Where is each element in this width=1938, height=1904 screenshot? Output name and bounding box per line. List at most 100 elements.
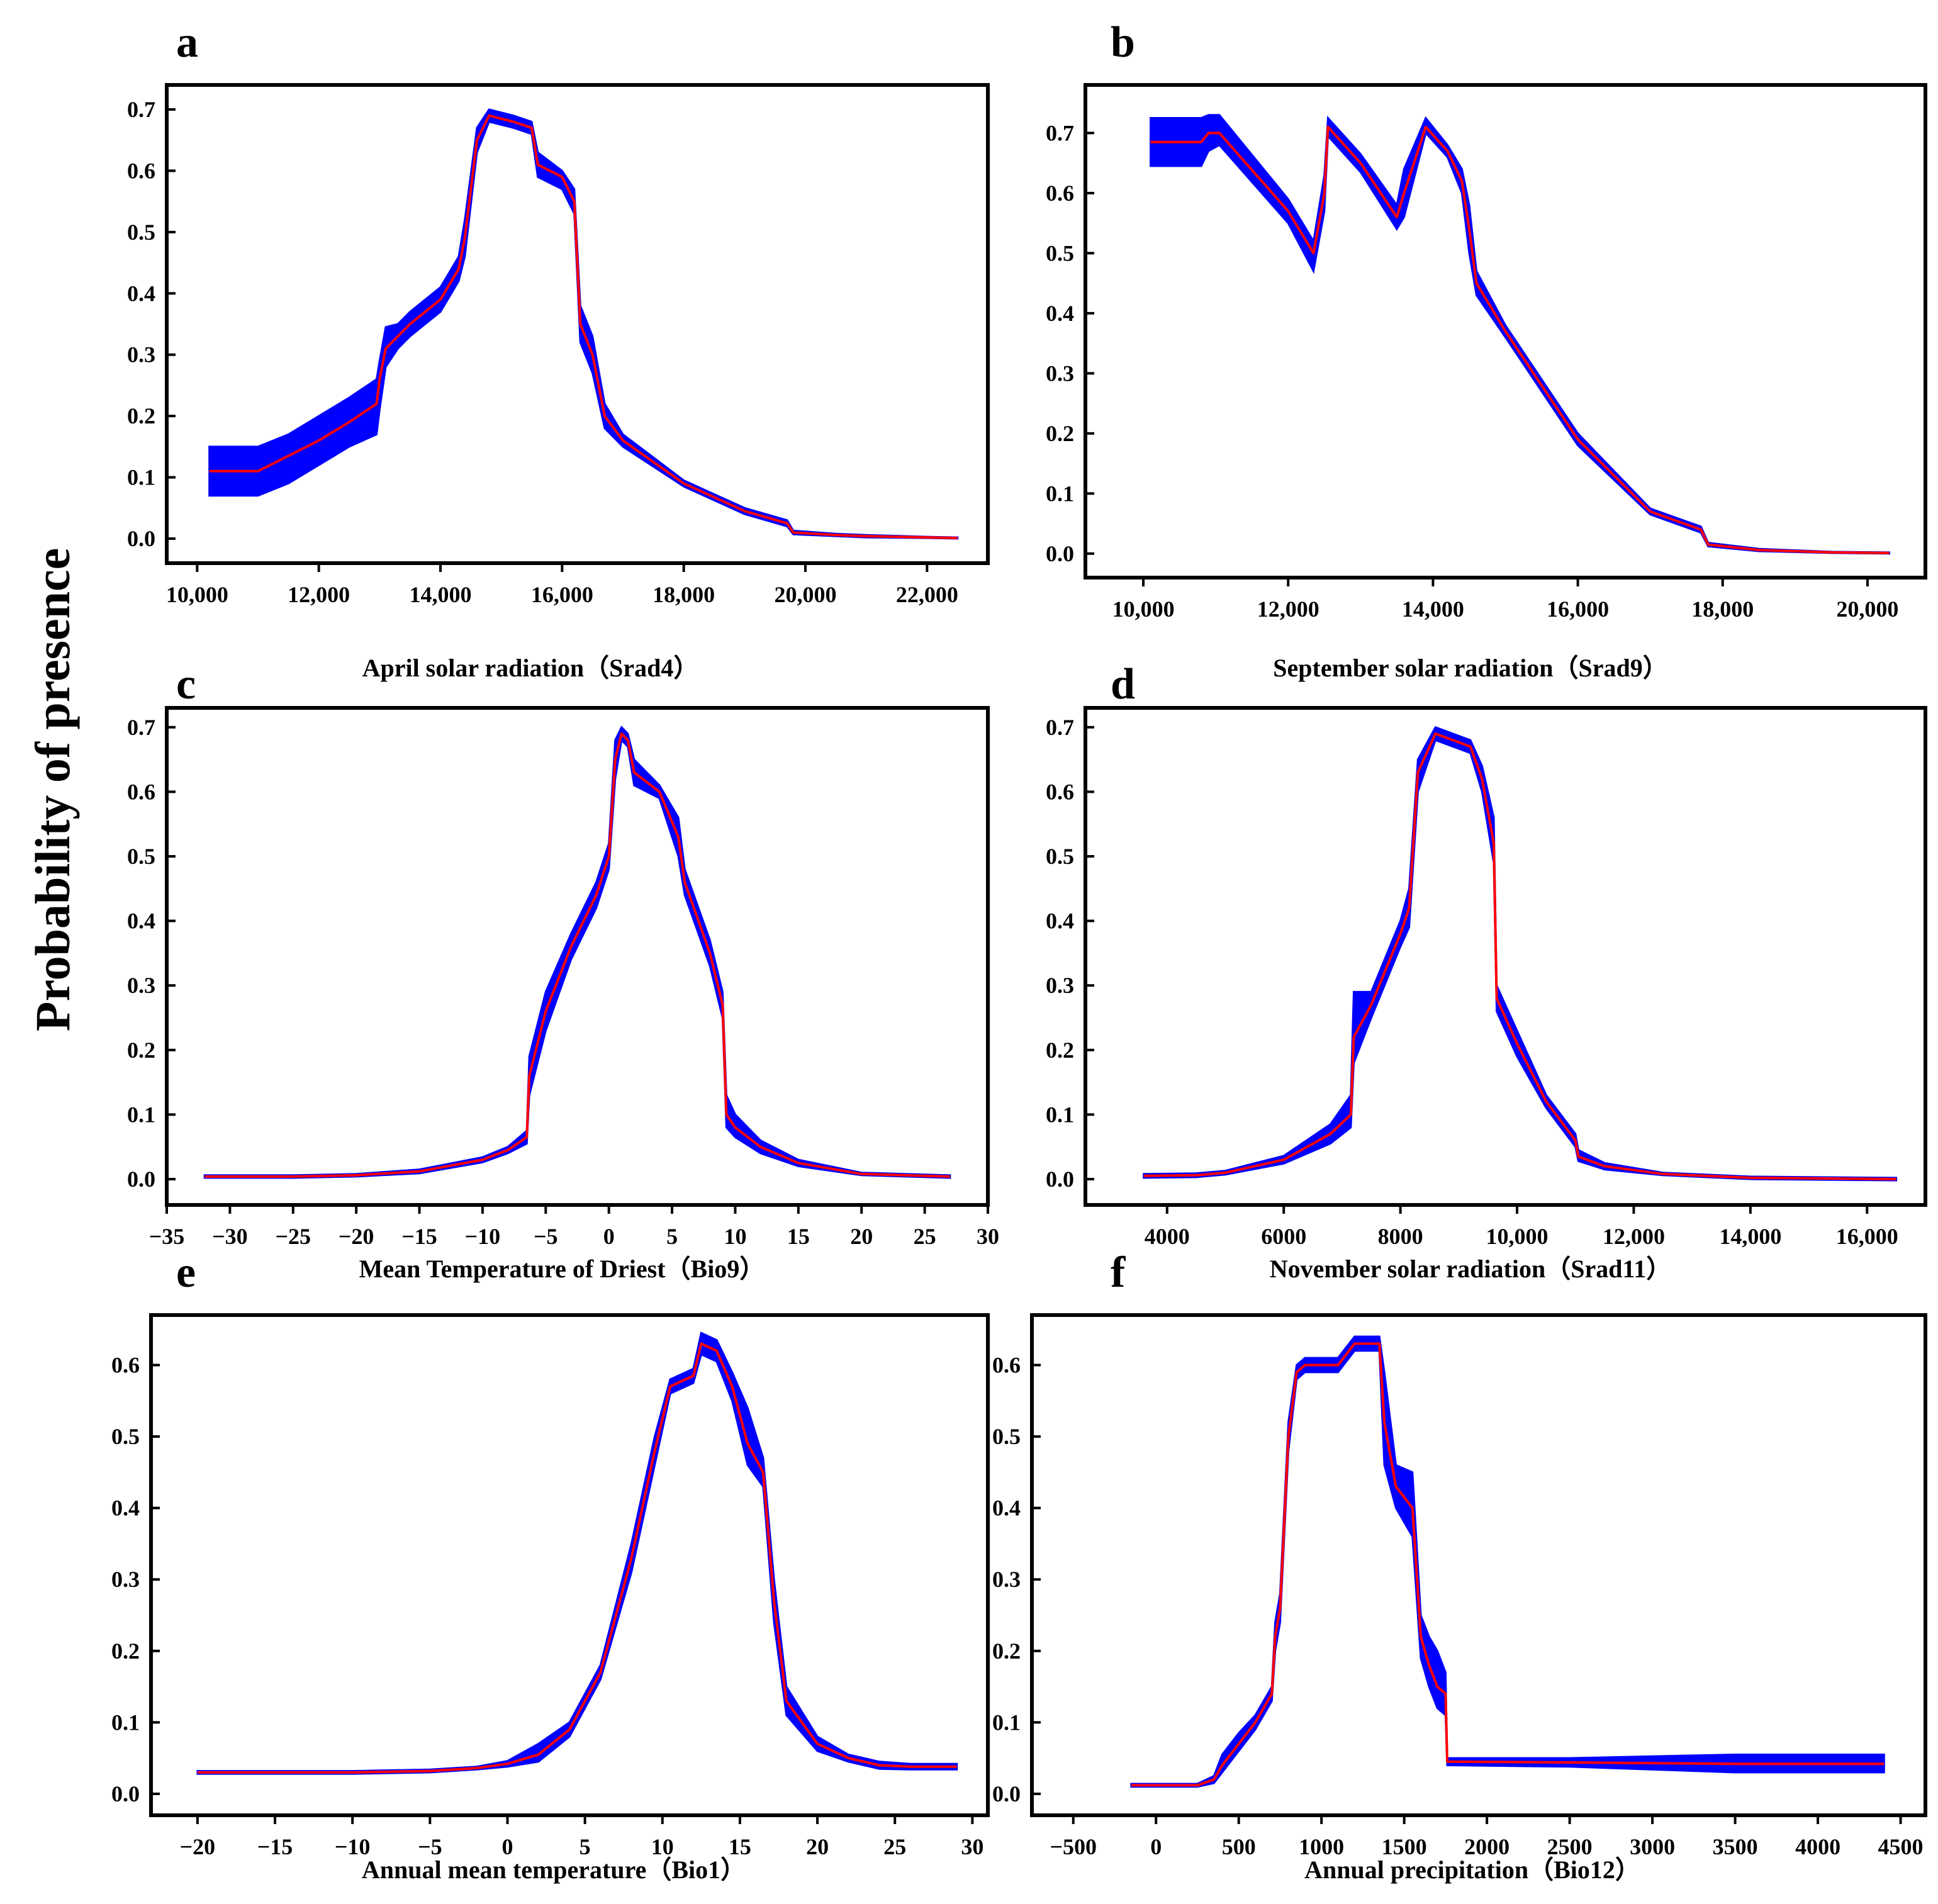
panel-letter: f <box>1111 1248 1126 1297</box>
x-tick-label: −20 <box>180 1834 216 1859</box>
x-tick-label: −10 <box>335 1834 371 1859</box>
y-axis-title: Probability of presence <box>25 548 80 1031</box>
x-tick-label: −30 <box>212 1224 248 1249</box>
x-tick-label: 10,000 <box>166 582 228 607</box>
x-tick-label: 15 <box>787 1224 810 1249</box>
mean-response-line <box>1131 1342 1885 1787</box>
panel-d: d 0.0 0.1 0.2 0.3 0.4 0.5 0.6 0.7 4000 6000 8000 10,… <box>1046 660 1927 1283</box>
y-tick-label: 0.1 <box>127 465 155 490</box>
x-tick-label: −500 <box>1050 1834 1097 1859</box>
spread-band <box>203 725 951 1179</box>
x-tick-label: 12,000 <box>288 582 350 607</box>
x-tick-label: 30 <box>961 1834 983 1859</box>
x-tick-label: 16,000 <box>1836 1224 1898 1249</box>
panel-e: e 0.0 0.1 0.2 0.3 0.4 0.5 0.6 −20 −15 −10 −5 0 5 10 15 2… <box>111 1248 990 1884</box>
x-tick-label: −15 <box>401 1224 437 1249</box>
x-tick-label: 1000 <box>1299 1834 1344 1859</box>
y-tick-label: 0.5 <box>1046 240 1074 266</box>
x-tick-label: 10,000 <box>1486 1224 1549 1249</box>
panel-f: f 0.0 0.1 0.2 0.3 0.4 0.5 0.6 −500 0 500 1000 1500 20… <box>992 1248 1927 1884</box>
mean-response-line <box>209 114 958 540</box>
y-tick-label: 0.3 <box>111 1567 140 1592</box>
mean-response-line <box>204 732 950 1178</box>
y-tick-label: 0.3 <box>1046 361 1074 386</box>
plot-frame <box>165 83 990 565</box>
panel-a: a 0.0 0.1 0.2 0.3 0.4 0.5 0.6 0.7 10,000 12,000 14,… <box>127 18 990 682</box>
panel-c: c 0.0 0.1 0.2 0.3 0.4 0.5 0.6 0.7 −35 −30 −25 −20 −15… <box>127 660 999 1283</box>
x-axis-label: September solar radiation（Srad9） <box>1273 654 1667 682</box>
y-tick-label: 0.0 <box>1046 1167 1074 1192</box>
x-tick-label: 20,000 <box>775 582 837 607</box>
x-tick-label: 6000 <box>1261 1224 1306 1249</box>
x-tick-label: 10 <box>724 1224 746 1249</box>
x-axis-label: April solar radiation（Srad4） <box>362 654 699 682</box>
x-tick-label: 14,000 <box>410 582 472 607</box>
plot-frame <box>149 1313 990 1817</box>
y-tick-label: 0.4 <box>111 1496 140 1521</box>
x-tick-label: −35 <box>149 1224 185 1249</box>
x-tick-label: −5 <box>534 1224 558 1249</box>
y-tick-label: 0.1 <box>127 1102 155 1127</box>
y-tick-label: 0.2 <box>127 1038 155 1063</box>
x-tick-label: 2500 <box>1547 1834 1593 1859</box>
y-tick-label: 0.3 <box>127 973 155 998</box>
x-tick-label: 0 <box>1150 1834 1162 1859</box>
x-tick-label: 1500 <box>1382 1834 1427 1859</box>
x-tick-label: −10 <box>465 1224 501 1249</box>
y-tick-label: 0.7 <box>127 97 155 122</box>
x-tick-label: 0 <box>501 1834 513 1859</box>
x-tick-label: 22,000 <box>896 582 958 607</box>
panel-letter: d <box>1111 660 1135 708</box>
panel-letter: b <box>1111 18 1135 67</box>
y-tick-label: 0.0 <box>127 1167 155 1192</box>
x-tick-label: 16,000 <box>1547 596 1609 622</box>
y-tick-label: 0.6 <box>992 1353 1021 1378</box>
y-tick-label: 0.6 <box>111 1353 140 1378</box>
x-tick-label: −15 <box>257 1834 293 1859</box>
y-tick-label: 0.4 <box>1046 301 1074 326</box>
y-tick-label: 0.6 <box>1046 181 1074 206</box>
x-tick-label: 16,000 <box>531 582 593 607</box>
x-tick-label: 5 <box>666 1224 678 1249</box>
panel-letter: c <box>176 660 196 708</box>
y-tick-label: 0.2 <box>127 403 155 428</box>
y-tick-label: 0.6 <box>1046 779 1074 804</box>
x-tick-label: 14,000 <box>1402 596 1464 622</box>
y-tick-label: 0.2 <box>1046 421 1074 446</box>
x-tick-label: 18,000 <box>653 582 715 607</box>
mean-response-line <box>197 1342 957 1774</box>
y-tick-label: 0.1 <box>1046 1102 1074 1127</box>
y-tick-label: 0.5 <box>992 1424 1021 1449</box>
spread-band <box>208 108 959 540</box>
plot-frame <box>1030 1313 1927 1817</box>
plot-frame <box>1084 706 1927 1207</box>
mean-response-line <box>1143 732 1896 1180</box>
y-tick-label: 0.1 <box>1046 481 1074 506</box>
x-tick-label: 15 <box>729 1834 751 1859</box>
spread-band <box>1143 725 1898 1182</box>
x-tick-label: 500 <box>1222 1834 1256 1859</box>
y-tick-label: 0.3 <box>1046 973 1074 998</box>
y-tick-label: 0.0 <box>127 526 155 551</box>
x-tick-label: 12,000 <box>1603 1224 1665 1249</box>
x-tick-label: 12,000 <box>1257 596 1319 622</box>
y-tick-label: 0.0 <box>111 1781 140 1806</box>
x-tick-label: 10,000 <box>1112 596 1175 622</box>
y-tick-label: 0.7 <box>1046 120 1074 145</box>
x-tick-label: 25 <box>883 1834 906 1859</box>
x-tick-label: 10 <box>651 1834 674 1859</box>
y-tick-label: 0.6 <box>127 158 155 183</box>
y-tick-label: 0.0 <box>992 1781 1021 1806</box>
spread-band <box>1130 1335 1885 1788</box>
plot-frame <box>1084 83 1927 580</box>
x-tick-label: 20 <box>806 1834 829 1859</box>
y-tick-label: 0.5 <box>111 1424 140 1449</box>
x-axis-label: Mean Temperature of Driest（Bio9） <box>359 1255 765 1283</box>
x-tick-label: 8000 <box>1378 1224 1423 1249</box>
x-tick-label: −25 <box>276 1224 311 1249</box>
x-tick-label: 4500 <box>1878 1834 1924 1859</box>
x-tick-label: 4000 <box>1145 1224 1190 1249</box>
panel-letter: a <box>176 18 198 67</box>
panel-letter: e <box>176 1248 196 1297</box>
plot-frame <box>165 706 990 1207</box>
